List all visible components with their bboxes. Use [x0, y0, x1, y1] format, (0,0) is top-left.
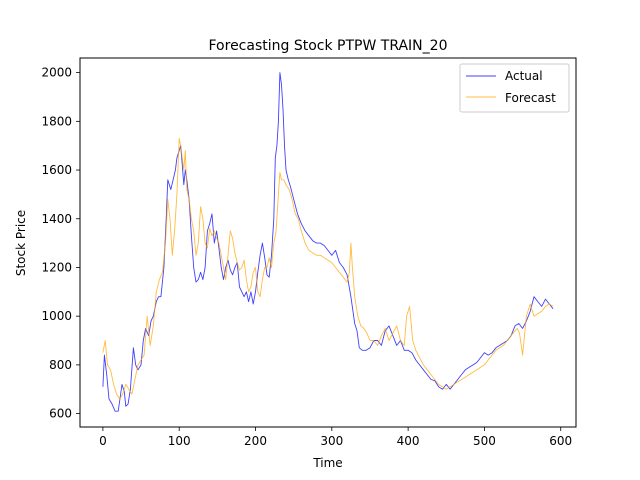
- legend-label-actual: Actual: [505, 69, 543, 83]
- series-line-forecast: [102, 137, 554, 400]
- x-tick-label: 0: [99, 434, 107, 448]
- y-tick-label: 1600: [41, 163, 72, 177]
- plot-area: [102, 72, 554, 412]
- plot-frame: [79, 57, 577, 428]
- legend-label-forecast: Forecast: [505, 91, 556, 105]
- y-tick-label: 1800: [41, 114, 72, 128]
- legend: Actual Forecast: [459, 63, 570, 113]
- y-tick-label: 800: [49, 358, 72, 372]
- x-axis: 0 100 200 300 400 500 600: [99, 427, 572, 448]
- y-axis: 600 800 1000 1200 1400 1600 1800 2000: [41, 66, 80, 421]
- y-tick-label: 1000: [41, 309, 72, 323]
- y-tick-label: 1200: [41, 260, 72, 274]
- y-tick-label: 2000: [41, 66, 72, 80]
- x-tick-label: 600: [549, 434, 572, 448]
- x-tick-label: 400: [397, 434, 420, 448]
- y-axis-label: Stock Price: [14, 210, 28, 276]
- x-tick-label: 100: [168, 434, 191, 448]
- x-axis-label: Time: [312, 456, 342, 470]
- chart-title: Forecasting Stock PTPW TRAIN_20: [209, 38, 448, 54]
- x-tick-label: 200: [244, 434, 267, 448]
- x-tick-label: 500: [473, 434, 496, 448]
- y-tick-label: 600: [49, 407, 72, 421]
- x-tick-label: 300: [320, 434, 343, 448]
- y-tick-label: 1400: [41, 212, 72, 226]
